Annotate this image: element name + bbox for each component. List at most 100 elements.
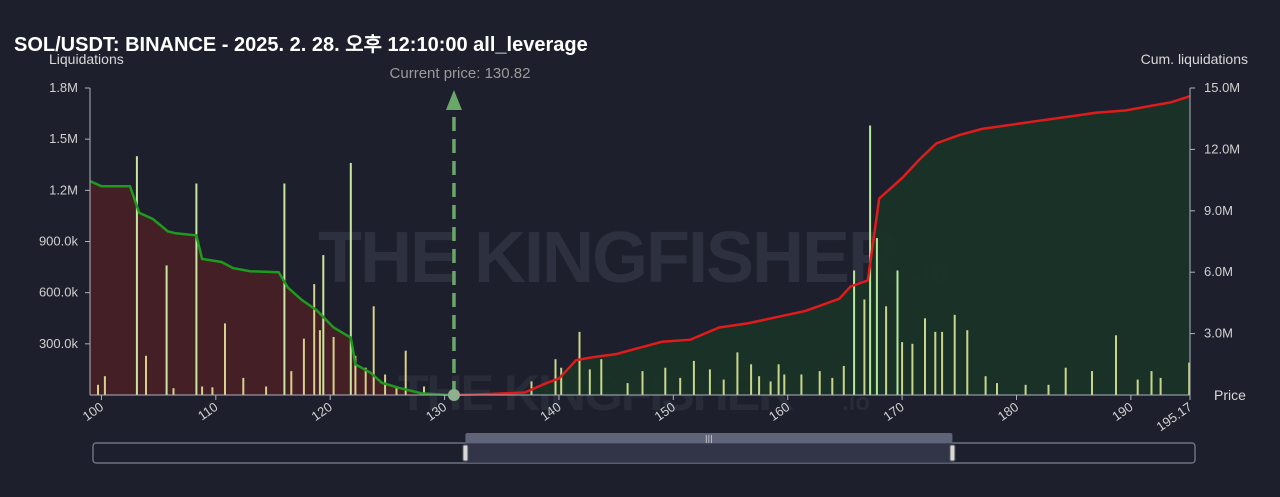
- range-selector-left-handle[interactable]: [462, 444, 469, 462]
- liquidation-bar: [984, 376, 987, 395]
- liquidation-bar: [777, 364, 780, 395]
- liquidation-bar: [953, 314, 956, 395]
- liquidation-bar: [769, 381, 772, 395]
- x-tick-label: 100: [80, 399, 106, 424]
- liquidation-bar: [600, 359, 603, 395]
- liquidation-bar: [145, 355, 147, 395]
- liquidation-bar: [283, 183, 286, 395]
- x-tick-label: 170: [880, 399, 906, 424]
- range-selector-drag-bar[interactable]: [465, 433, 953, 443]
- liquidation-bar: [708, 369, 711, 395]
- liquidation-bar: [224, 323, 226, 395]
- y-right-tick-label: 3.0M: [1204, 326, 1233, 341]
- liquidation-bar: [97, 384, 99, 395]
- liquidation-bar: [560, 367, 563, 395]
- long-cumulative-line: [453, 95, 1191, 397]
- x-tick-label: 110: [195, 399, 221, 423]
- liquidation-bar: [818, 371, 821, 395]
- liquidation-bar: [103, 376, 106, 395]
- liquidation-bar: [1091, 371, 1093, 395]
- y-left-tick-label: 1.2M: [49, 182, 78, 197]
- liquidation-bar: [679, 377, 682, 395]
- range-selector-right-handle[interactable]: [949, 444, 956, 462]
- x-axis-title: Price: [1214, 387, 1246, 403]
- short-cumulative-line: [89, 179, 455, 397]
- liquidation-bar: [911, 343, 914, 395]
- liquidation-bar: [211, 387, 214, 395]
- x-tick-label: 120: [309, 399, 335, 424]
- liquidation-bar: [626, 383, 629, 395]
- liquidation-bar: [1024, 384, 1027, 395]
- liquidation-bar: [395, 386, 398, 395]
- range-selector-grip-icon[interactable]: |||: [705, 434, 713, 443]
- liquidation-bar: [265, 386, 268, 395]
- liquidation-bar: [349, 163, 352, 395]
- liquidation-bar: [853, 270, 856, 395]
- range-selector-window[interactable]: [465, 443, 953, 463]
- y-left-tick-label: 900.0k: [39, 234, 79, 249]
- liquidation-bar: [1064, 367, 1067, 395]
- y-right-axis-title: Cum. liquidations: [1141, 51, 1248, 67]
- liquidation-bar: [996, 383, 998, 395]
- liquidation-bar: [1159, 377, 1162, 395]
- x-tick-label: 190: [1109, 399, 1135, 424]
- liquidation-bar: [364, 367, 367, 395]
- liquidation-bar: [875, 238, 878, 395]
- liquidation-bar: [423, 386, 425, 395]
- liquidation-bar: [722, 379, 725, 395]
- liquidation-bar: [322, 255, 325, 395]
- liquidation-bar: [372, 306, 375, 395]
- range-selector[interactable]: |||: [92, 433, 1196, 464]
- liquidation-bar: [842, 366, 845, 395]
- liquidation-bar: [758, 376, 761, 395]
- liquidation-bar: [736, 352, 739, 395]
- liquidation-bar: [924, 318, 926, 396]
- liquidation-bar: [588, 369, 591, 395]
- current-price-label: Current price: 130.82: [390, 65, 531, 82]
- y-left-tick-label: 300.0k: [39, 336, 79, 351]
- liquidation-bar: [966, 330, 969, 395]
- liquidation-bar: [313, 284, 316, 395]
- liquidation-bar: [831, 377, 834, 395]
- liquidation-bar: [885, 306, 888, 395]
- liquidation-bar: [354, 355, 357, 395]
- x-tick-label: 195.17: [1154, 399, 1195, 434]
- liquidation-bar: [664, 367, 667, 395]
- cumulative-lines: [89, 95, 1191, 397]
- liquidation-bar: [901, 342, 904, 395]
- liquidation-bar: [578, 331, 581, 395]
- liquidation-bar: [800, 374, 803, 395]
- liquidation-bar: [302, 338, 305, 395]
- liquidation-bar: [201, 386, 204, 395]
- liquidation-bar: [863, 299, 866, 395]
- liquidation-bar: [1150, 371, 1153, 395]
- liquidation-bar: [172, 388, 175, 395]
- liquidation-bar: [783, 374, 786, 395]
- liquidation-bar: [896, 270, 899, 395]
- watermark-text: THE KINGFISHER: [318, 218, 899, 298]
- liquidation-bar: [135, 156, 138, 395]
- liquidation-bar: [554, 359, 557, 395]
- liquidation-bar: [165, 265, 168, 395]
- current-price-marker: [445, 90, 462, 401]
- liquidation-bar: [404, 350, 407, 395]
- liquidation-bar: [1115, 335, 1117, 395]
- liquidation-bar: [332, 337, 335, 395]
- long-side-area: [454, 96, 1190, 395]
- liquidation-bar: [318, 330, 321, 395]
- liquidation-bar: [1047, 384, 1050, 395]
- liquidation-bar: [1188, 362, 1191, 395]
- liquidation-bar: [750, 364, 753, 395]
- chart-title: SOL/USDT: BINANCE - 2025. 2. 28. 오후 12:1…: [14, 34, 588, 56]
- y-left-tick-label: 1.5M: [49, 131, 78, 146]
- liquidation-bar: [941, 331, 944, 395]
- current-price-arrow-icon: [445, 90, 462, 110]
- liquidation-bar: [934, 331, 937, 395]
- liquidation-bar: [1136, 379, 1139, 395]
- liquidation-bar: [290, 371, 293, 395]
- liquidation-bar: [195, 183, 198, 395]
- liquidation-bar: [242, 377, 245, 395]
- y-right-tick-label: 15.0M: [1204, 80, 1240, 95]
- current-price-dot: [447, 389, 460, 401]
